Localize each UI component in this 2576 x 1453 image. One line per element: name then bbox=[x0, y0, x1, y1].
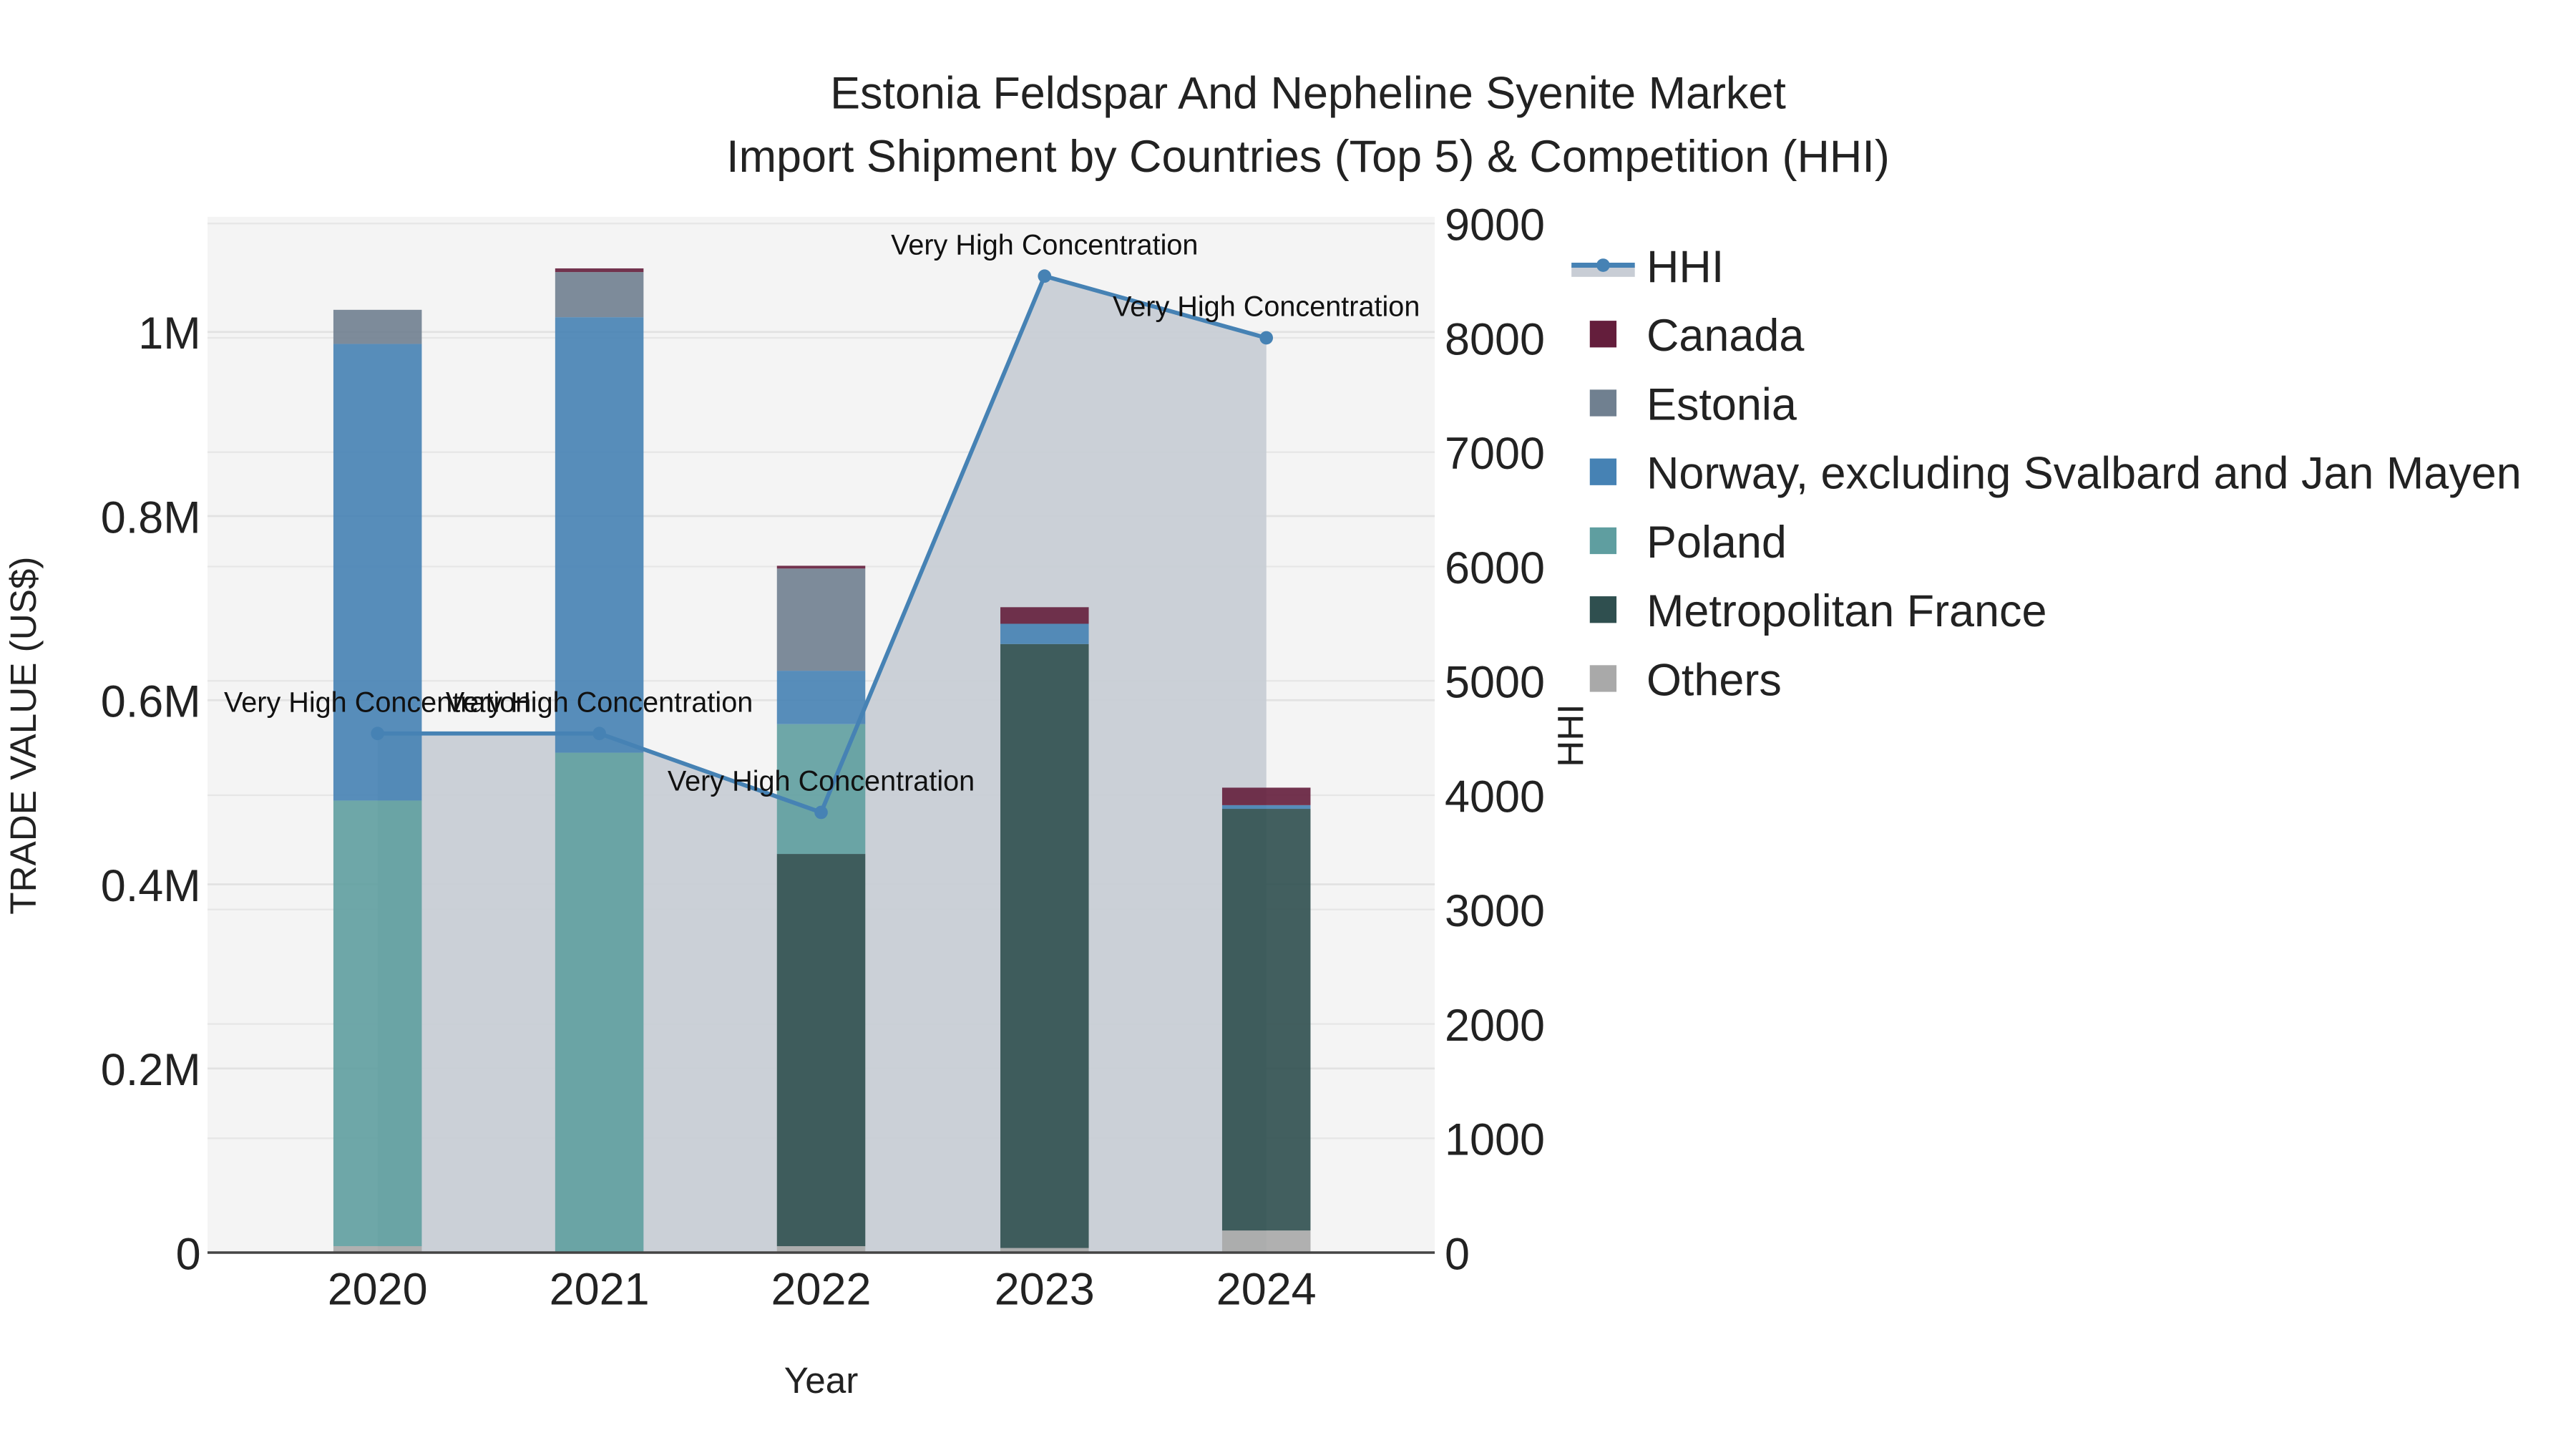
bar-segment[interactable] bbox=[555, 317, 644, 753]
bar-segment[interactable] bbox=[555, 752, 644, 1253]
legend-item[interactable]: Metropolitan France bbox=[1589, 586, 2047, 636]
bar-segment[interactable] bbox=[1221, 787, 1311, 805]
legend-swatch bbox=[1589, 458, 1617, 485]
bar-segment[interactable] bbox=[1000, 623, 1089, 644]
legend-swatch bbox=[1589, 321, 1617, 348]
y2-tick-label: 2000 bbox=[1445, 1001, 1545, 1051]
legend-label: Poland bbox=[1646, 517, 1787, 568]
bar-segment[interactable] bbox=[333, 344, 422, 801]
legend-item[interactable]: Poland bbox=[1589, 517, 1787, 568]
y2-tick-label: 6000 bbox=[1445, 543, 1545, 593]
bar-stack-2022[interactable] bbox=[776, 565, 866, 1253]
legend-swatch bbox=[1589, 665, 1617, 692]
legend-item[interactable]: Norway, excluding Svalbard and Jan Mayen bbox=[1589, 449, 2522, 499]
chart-subtitle: Import Shipment by Countries (Top 5) & C… bbox=[726, 132, 1890, 182]
y2-tick-label: 8000 bbox=[1445, 314, 1545, 364]
y-tick-label: 1M bbox=[138, 308, 200, 359]
legend-swatch bbox=[1589, 527, 1617, 555]
legend-label: Others bbox=[1646, 655, 1782, 705]
x-axis-ticks: 2020 2021 2022 2023 2024 bbox=[328, 1264, 1317, 1314]
hhi-marker[interactable] bbox=[1259, 331, 1274, 345]
bar-segment[interactable] bbox=[333, 1246, 422, 1253]
bar-segment[interactable] bbox=[333, 800, 422, 1247]
y2-tick-label: 5000 bbox=[1445, 658, 1545, 708]
bar-segment[interactable] bbox=[1221, 805, 1311, 810]
hhi-annotation: Very High Concentration bbox=[891, 229, 1198, 261]
x-axis-label: Year bbox=[784, 1360, 859, 1401]
bar-segment[interactable] bbox=[776, 671, 866, 724]
bar-segment[interactable] bbox=[1221, 809, 1311, 1231]
legend-item[interactable]: Others bbox=[1589, 655, 1782, 705]
y-tick-label: 0.6M bbox=[101, 677, 201, 727]
bar-segment[interactable] bbox=[555, 272, 644, 318]
hhi-annotation: Very High Concentration bbox=[446, 686, 753, 718]
y-tick-label: 0.4M bbox=[101, 861, 201, 911]
legend-marker-icon bbox=[1596, 258, 1610, 272]
y-tick-label: 0.8M bbox=[101, 492, 201, 543]
bar-segment[interactable] bbox=[1221, 1230, 1311, 1253]
y2-tick-label: 7000 bbox=[1445, 429, 1545, 479]
bar-segment[interactable] bbox=[1000, 643, 1089, 1248]
y-tick-label: 0.2M bbox=[101, 1045, 201, 1095]
y2-axis-label: HHI bbox=[1550, 704, 1591, 767]
legend-item[interactable]: HHI bbox=[1571, 242, 1724, 292]
x-tick-label: 2021 bbox=[550, 1264, 650, 1314]
hhi-marker[interactable] bbox=[371, 726, 384, 741]
legend-swatch bbox=[1589, 389, 1617, 417]
bar-segment[interactable] bbox=[1000, 607, 1089, 624]
y2-tick-label: 9000 bbox=[1445, 200, 1545, 251]
hhi-annotation: Very High Concentration bbox=[668, 766, 975, 797]
bar-segment[interactable] bbox=[776, 854, 866, 1247]
stacked-bars bbox=[333, 268, 1311, 1253]
bar-segment[interactable] bbox=[776, 1246, 866, 1253]
x-tick-label: 2024 bbox=[1216, 1264, 1317, 1314]
y2-tick-label: 4000 bbox=[1445, 772, 1545, 822]
bar-stack-2024[interactable] bbox=[1221, 787, 1311, 1253]
x-tick-label: 2023 bbox=[995, 1264, 1095, 1314]
x-tick-label: 2022 bbox=[771, 1264, 872, 1314]
bar-stack-2023[interactable] bbox=[1000, 607, 1089, 1253]
bar-segment[interactable] bbox=[1000, 1248, 1089, 1253]
legend-label: Estonia bbox=[1646, 379, 1797, 429]
y-tick-label: 0 bbox=[176, 1229, 201, 1279]
bar-stack-2020[interactable] bbox=[333, 309, 422, 1253]
legend: HHI Canada Estonia Norway, excluding Svalba… bbox=[1571, 242, 2522, 705]
bar-segment[interactable] bbox=[333, 309, 422, 344]
y2-tick-label: 1000 bbox=[1445, 1115, 1545, 1165]
legend-label: Norway, excluding Svalbard and Jan Mayen bbox=[1646, 449, 2522, 499]
bar-stack-2021[interactable] bbox=[555, 268, 644, 1253]
y2-axis-ticks: 0 1000 2000 3000 4000 5000 6000 7000 8000 9000 bbox=[1445, 200, 1545, 1280]
legend-label: HHI bbox=[1646, 242, 1724, 292]
y-axis-label: TRADE VALUE (US$) bbox=[3, 557, 44, 915]
legend-item[interactable]: Estonia bbox=[1589, 379, 1797, 429]
hhi-marker[interactable] bbox=[592, 726, 606, 741]
y2-tick-label: 3000 bbox=[1445, 886, 1545, 936]
y-axis-ticks: 0 0.2M 0.4M 0.6M 0.8M 1M bbox=[101, 308, 201, 1279]
legend-label: Metropolitan France bbox=[1646, 586, 2046, 636]
hhi-annotation: Very High Concentration bbox=[224, 686, 531, 718]
hhi-marker[interactable] bbox=[814, 805, 828, 820]
legend-swatch bbox=[1589, 596, 1617, 623]
bar-segment[interactable] bbox=[776, 568, 866, 671]
bar-segment[interactable] bbox=[555, 268, 644, 273]
legend-item[interactable]: Canada bbox=[1589, 311, 1805, 361]
legend-label: Canada bbox=[1646, 311, 1804, 361]
chart-title: Estonia Feldspar And Nepheline Syenite M… bbox=[830, 68, 1786, 118]
x-tick-label: 2020 bbox=[328, 1264, 428, 1314]
hhi-marker[interactable] bbox=[1038, 269, 1052, 283]
bar-segment[interactable] bbox=[776, 565, 866, 569]
y2-tick-label: 0 bbox=[1445, 1229, 1470, 1279]
hhi-line bbox=[371, 269, 1274, 820]
hhi-annotation: Very High Concentration bbox=[1113, 291, 1420, 323]
